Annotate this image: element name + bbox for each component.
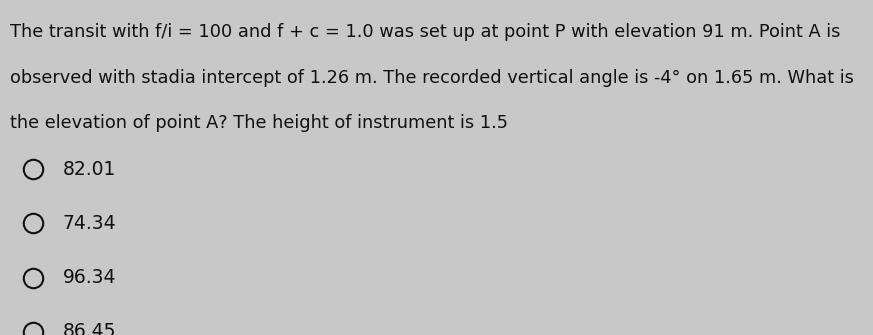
Text: 86.45: 86.45 — [63, 323, 116, 335]
Text: The transit with f/i = 100 and f + c = 1.0 was set up at point P with elevation : The transit with f/i = 100 and f + c = 1… — [10, 23, 841, 42]
Text: 96.34: 96.34 — [63, 268, 116, 287]
Text: observed with stadia intercept of 1.26 m. The recorded vertical angle is -4° on : observed with stadia intercept of 1.26 m… — [10, 69, 855, 87]
Text: 74.34: 74.34 — [63, 214, 116, 233]
Text: 82.01: 82.01 — [63, 160, 116, 179]
Text: the elevation of point A? The height of instrument is 1.5: the elevation of point A? The height of … — [10, 114, 508, 132]
